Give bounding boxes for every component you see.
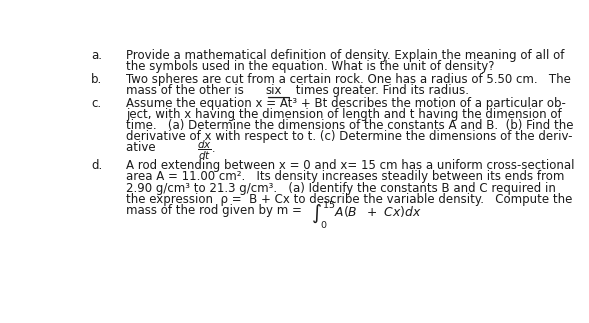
Text: Assume the equation x = At³ + Bt describes the motion of a particular ob-: Assume the equation x = At³ + Bt describ…	[126, 97, 566, 110]
Text: d.: d.	[91, 159, 102, 172]
Text: the expression  ρ =  B + Cx to describe the variable density.   Compute the: the expression ρ = B + Cx to describe th…	[126, 193, 573, 206]
Text: $\int_0^{15}$: $\int_0^{15}$	[310, 199, 336, 230]
Text: six: six	[266, 84, 282, 97]
Text: A rod extending between x = 0 and x= 15 cm has a uniform cross-sectional: A rod extending between x = 0 and x= 15 …	[126, 159, 575, 172]
Text: area A = 11.00 cm².   Its density increases steadily between its ends from: area A = 11.00 cm². Its density increase…	[126, 171, 564, 183]
Text: ative: ative	[126, 141, 160, 154]
Text: time.   (a) Determine the dimensions of the constants A and B.  (b) Find the: time. (a) Determine the dimensions of th…	[126, 119, 574, 132]
Text: mass of the rod given by m =: mass of the rod given by m =	[126, 204, 306, 217]
Text: $\int_0^{15}$: $\int_0^{15}$	[310, 199, 336, 230]
Text: ject, with x having the dimension of length and t having the dimension of: ject, with x having the dimension of len…	[126, 108, 562, 121]
Text: b.: b.	[91, 73, 102, 86]
Text: $\dfrac{dx}{dt}$$.$: $\dfrac{dx}{dt}$$.$	[197, 138, 216, 162]
Text: mass of the other is: mass of the other is	[126, 84, 248, 97]
Text: $A(B$$\ \ +\ Cx)dx$: $A(B$$\ \ +\ Cx)dx$	[334, 204, 422, 219]
Text: 2.90 g/cm³ to 21.3 g/cm³.   (a) Identify the constants B and C required in: 2.90 g/cm³ to 21.3 g/cm³. (a) Identify t…	[126, 182, 556, 194]
Text: the symbols used in the equation. What is the unit of density?: the symbols used in the equation. What i…	[126, 60, 495, 73]
Text: a.: a.	[91, 49, 102, 62]
Text: Two spheres are cut from a certain rock. One has a radius of 5.50 cm.   The: Two spheres are cut from a certain rock.…	[126, 73, 571, 86]
Text: c.: c.	[91, 97, 101, 110]
Text: times greater. Find its radius.: times greater. Find its radius.	[292, 84, 469, 97]
Text: Provide a mathematical definition of density. Explain the meaning of all of: Provide a mathematical definition of den…	[126, 49, 564, 62]
Text: derivative of x with respect to t. (c) Determine the dimensions of the deriv-: derivative of x with respect to t. (c) D…	[126, 130, 573, 143]
